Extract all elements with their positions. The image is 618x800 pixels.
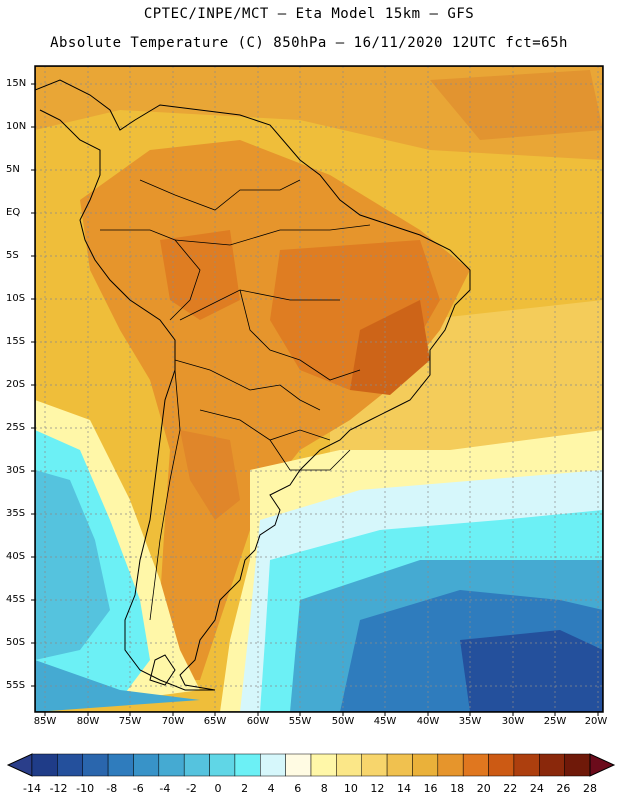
lon-label: 75W	[118, 716, 142, 727]
colorbar-swatch	[234, 753, 261, 777]
lon-label: 25W	[543, 716, 567, 727]
title-line-2: Absolute Temperature (C) 850hPa – 16/11/…	[50, 35, 568, 51]
colorbar-swatch	[285, 753, 312, 777]
colorbar-swatch	[57, 753, 83, 777]
lon-label: 45W	[373, 716, 397, 727]
field-coldest-atlantic	[460, 630, 603, 712]
colorbar-high-arrow	[589, 753, 616, 777]
colorbar-swatch	[386, 753, 413, 777]
lon-label: 85W	[33, 716, 57, 727]
colorbar-low-arrow	[6, 753, 33, 777]
colorbar-swatch	[361, 753, 388, 777]
colorbar-swatch	[437, 753, 464, 777]
lat-label: 5S	[6, 250, 19, 261]
colorbar-label: 6	[294, 782, 302, 795]
lat-label: 10S	[6, 293, 26, 304]
colorbar-swatch	[107, 753, 134, 777]
colorbar-label: 4	[267, 782, 275, 795]
colorbar-label: 8	[320, 782, 328, 795]
colorbar-swatch	[82, 753, 109, 777]
lat-label: 20S	[6, 379, 26, 390]
field-hot-southeast	[350, 300, 430, 395]
field-colder-sw	[35, 470, 110, 660]
lat-label: 5N	[6, 164, 20, 175]
lon-label: 60W	[246, 716, 270, 727]
lon-label: 30W	[501, 716, 525, 727]
lat-label: 50S	[6, 637, 26, 648]
colorbar-label: 26	[556, 782, 571, 795]
colorbar-swatch	[133, 753, 160, 777]
field-atlantic-warm	[430, 70, 603, 140]
colorbar-label: 16	[423, 782, 438, 795]
colorbar-label: 14	[397, 782, 411, 795]
lat-label: 10N	[6, 121, 27, 132]
colorbar-swatch	[310, 753, 337, 777]
lat-label: 25S	[6, 422, 26, 433]
colorbar-label: 20	[476, 782, 491, 795]
colorbar-label: 22	[503, 782, 518, 795]
coastlines	[35, 79, 471, 691]
lat-label: EQ	[6, 207, 21, 218]
lon-label: 35W	[458, 716, 482, 727]
colorbar-swatch	[513, 753, 540, 777]
field-hot-chaco	[180, 430, 240, 520]
colorbar-label: -8	[106, 782, 118, 795]
colorbar-label: 24	[529, 782, 544, 795]
colorbar	[6, 753, 616, 777]
colorbar-swatch	[539, 753, 565, 777]
lon-label: 80W	[76, 716, 100, 727]
colorbar-label: -10	[76, 782, 95, 795]
lat-label: 30S	[6, 465, 26, 476]
colorbar-label: -14	[23, 782, 41, 795]
lon-label: 65W	[203, 716, 227, 727]
colorbar-swatch	[336, 753, 362, 777]
colorbar-swatch	[31, 753, 58, 777]
lat-label: 15S	[6, 336, 26, 347]
field-cold-drake	[35, 660, 200, 712]
colorbar-label: -12	[49, 782, 68, 795]
colorbar-label: 10	[343, 782, 358, 795]
lon-label: 20W	[584, 716, 608, 727]
colorbar-label: 0	[214, 782, 222, 795]
colorbar-swatch	[564, 753, 591, 777]
colorbar-label: 18	[450, 782, 465, 795]
colorbar-label: 2	[241, 782, 249, 795]
lon-label: 40W	[416, 716, 440, 727]
colorbar-label: -4	[159, 782, 171, 795]
colorbar-swatch	[158, 753, 185, 777]
field-hot-west	[160, 230, 240, 320]
lat-label: 15N	[6, 78, 27, 89]
colorbar-swatch	[488, 753, 515, 777]
colorbar-label: -6	[132, 782, 144, 795]
title-line-1: CPTEC/INPE/MCT – Eta Model 15km – GFS	[143, 6, 475, 22]
colorbar-label: 28	[583, 782, 597, 795]
lat-label: 35S	[6, 508, 26, 519]
colorbar-swatch	[260, 753, 286, 777]
lat-label: 45S	[6, 594, 26, 605]
colorbar-label: -2	[185, 782, 197, 795]
colorbar-label: 12	[370, 782, 385, 795]
lon-label: 70W	[161, 716, 185, 727]
country-borders	[100, 179, 371, 621]
colorbar-swatch	[183, 753, 210, 777]
colorbar-swatch	[412, 753, 439, 777]
colorbar-swatch	[209, 753, 236, 777]
axis-ticks	[31, 83, 599, 716]
lon-label: 50W	[331, 716, 355, 727]
lon-label: 55W	[288, 716, 312, 727]
lat-label: 55S	[6, 680, 26, 691]
lat-label: 40S	[6, 551, 26, 562]
colorbar-swatch	[462, 753, 489, 777]
